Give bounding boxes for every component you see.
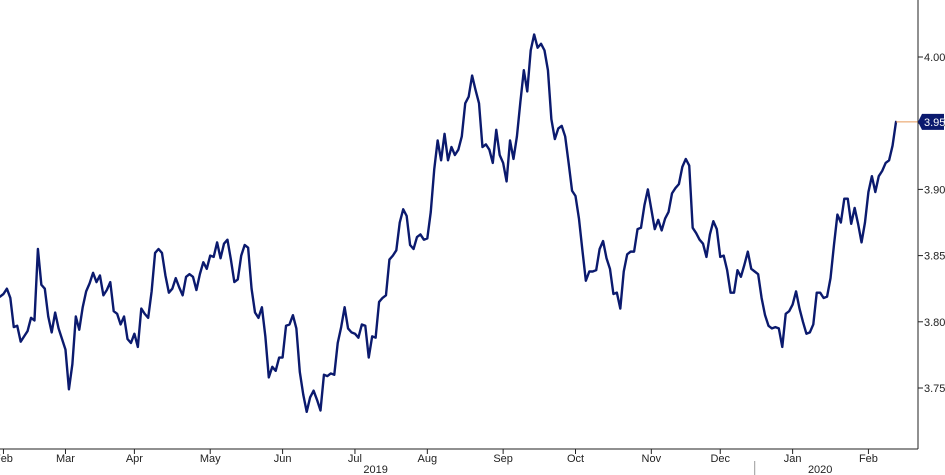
x-axis: Feb Mar Apr May Jun Jul Aug Sep Oct Nov Dec Jan Feb 2… [0,448,918,475]
x-tick-label: Jan [784,453,802,465]
x-tick-label: Jun [274,453,292,465]
y-tick-label: 3.80 [924,317,945,329]
plot-area [0,33,918,414]
series-line [0,33,898,414]
last-value-badge: 3.95 [918,113,945,130]
x-tick-label: Nov [642,453,662,465]
x-tick-label: Aug [418,453,438,465]
x-tick-label: Jul [348,453,362,465]
last-value-label: 3.95 [924,117,945,129]
x-year-label: 2019 [363,464,387,475]
x-tick-label: Oct [567,453,584,465]
y-tick-label: 4.00 [924,52,945,64]
x-tick-label: Dec [710,453,730,465]
x-tick-label: Feb [0,453,13,465]
y-tick-label: 3.85 [924,251,945,263]
y-tick-label: 3.75 [924,383,945,395]
x-tick-label: Sep [493,453,513,465]
x-tick-label: May [200,453,221,465]
x-tick-label: Feb [859,453,878,465]
x-tick-label: Apr [126,453,143,465]
last-value-badge-bg [918,113,944,130]
x-tick-label: Mar [56,453,75,465]
y-axis: 3.753.803.853.903.954.003.95 [917,0,945,449]
y-tick-label: 3.90 [924,184,945,196]
x-year-label: 2020 [808,464,832,475]
